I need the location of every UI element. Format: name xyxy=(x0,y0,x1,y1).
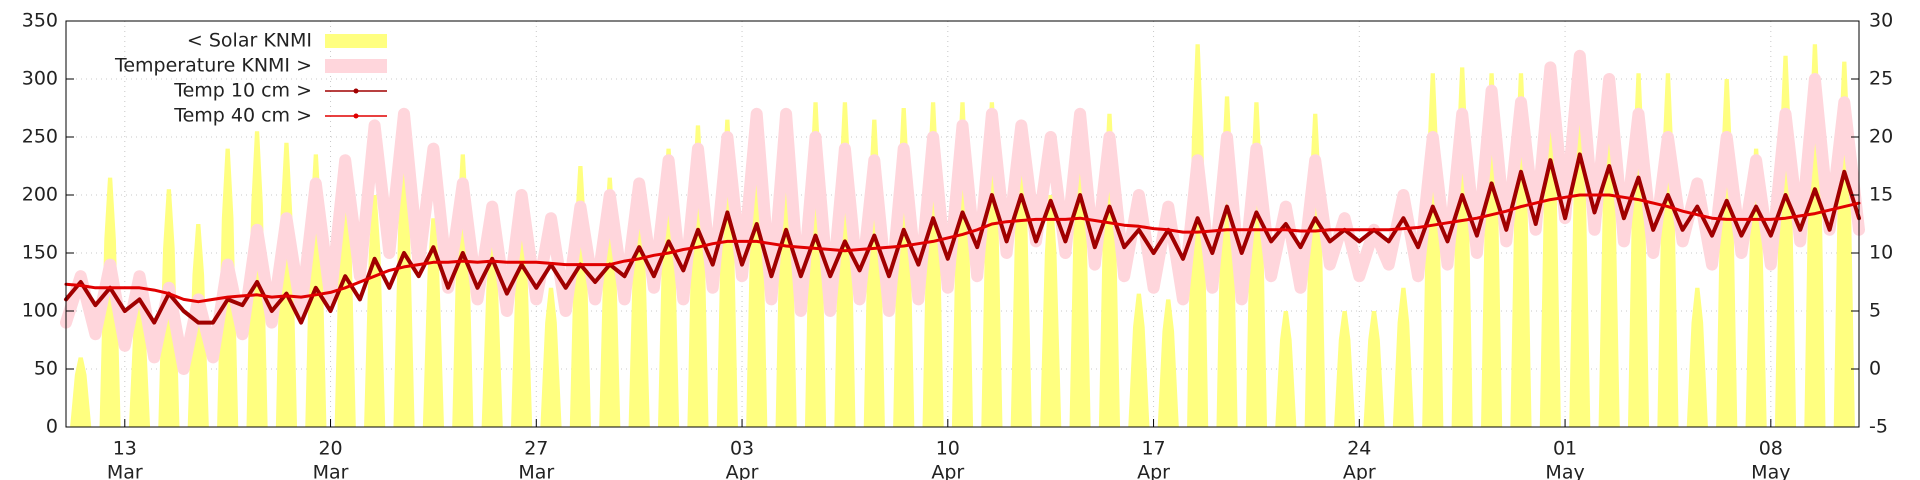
x-tick-label: 24 xyxy=(1347,438,1371,460)
x-tick-label: 10 xyxy=(936,438,960,460)
y-tick-label: 150 xyxy=(22,242,58,264)
legend-point xyxy=(353,88,359,94)
x-tick-label: 08 xyxy=(1759,438,1783,460)
y2-tick-label: 30 xyxy=(1869,10,1893,32)
solar-area xyxy=(99,177,121,427)
solar-area xyxy=(1657,73,1679,427)
y-tick-label: 0 xyxy=(46,416,58,438)
legend-label: Temp 10 cm > xyxy=(173,80,312,102)
x-tick-month: May xyxy=(1751,462,1790,480)
solar-area xyxy=(1157,299,1179,427)
plot-frame xyxy=(65,20,1860,428)
solar-area xyxy=(275,142,298,428)
series-line xyxy=(60,49,1865,375)
x-tick-month: Apr xyxy=(726,462,759,480)
y2-tick-label: 0 xyxy=(1869,358,1881,380)
solar-area xyxy=(422,218,444,427)
y2-tick-label: 20 xyxy=(1869,126,1893,148)
x-tick-label: 03 xyxy=(730,438,754,460)
y-tick-label: 50 xyxy=(34,358,58,380)
x-tick-label: 01 xyxy=(1553,438,1577,460)
y2-tick-label: -5 xyxy=(1869,416,1888,438)
solar-area xyxy=(1363,311,1385,427)
solar-area xyxy=(1187,44,1209,427)
solar-area xyxy=(1040,195,1062,427)
y2-tick-label: 15 xyxy=(1869,184,1893,206)
solar-area xyxy=(540,287,562,427)
solar-area xyxy=(1392,287,1414,427)
solar-area xyxy=(1275,311,1297,427)
y2-tick-label: 5 xyxy=(1869,300,1881,322)
y-tick-label: 350 xyxy=(22,10,58,32)
x-tick-label: 20 xyxy=(318,438,342,460)
x-tick-label: 13 xyxy=(113,438,137,460)
solar-area xyxy=(1128,293,1150,427)
x-tick-month: Mar xyxy=(518,462,554,480)
x-tick-month: Apr xyxy=(931,462,964,480)
solar-area xyxy=(1334,311,1356,427)
y2-tick-label: 10 xyxy=(1869,242,1893,264)
data-layer xyxy=(60,44,1865,428)
y-tick-label: 300 xyxy=(22,68,58,90)
legend-swatch xyxy=(325,34,387,48)
solar-area xyxy=(481,241,503,427)
series-line xyxy=(64,193,1861,304)
x-tick-month: Mar xyxy=(107,462,143,480)
legend-label: Temp 40 cm > xyxy=(173,105,312,127)
y2-tick-label: 25 xyxy=(1869,68,1893,90)
x-tick-month: May xyxy=(1545,462,1584,480)
legend-label: < Solar KNMI xyxy=(187,30,312,52)
legend-label: Temperature KNMI > xyxy=(114,55,312,77)
solar-area xyxy=(70,357,92,427)
axes-layer: 0 50 100 150 200 250 300 350 -5 0 5 10 15 20 25 30 13 Mar… xyxy=(22,10,1893,480)
legend-point xyxy=(353,113,359,119)
x-tick-month: Apr xyxy=(1137,462,1170,480)
y-tick-label: 250 xyxy=(22,126,58,148)
legend-swatch xyxy=(325,59,387,73)
y-tick-label: 100 xyxy=(22,300,58,322)
y-tick-label: 200 xyxy=(22,184,58,206)
x-tick-month: Apr xyxy=(1343,462,1376,480)
solar-area xyxy=(364,195,386,427)
solar-area xyxy=(246,131,268,427)
x-tick-label: 27 xyxy=(524,438,548,460)
solar-area xyxy=(1686,287,1708,427)
x-tick-month: Mar xyxy=(313,462,349,480)
x-tick-label: 17 xyxy=(1141,438,1165,460)
legend-layer: < Solar KNMI Temperature KNMI > Temp 10 cm… xyxy=(114,30,387,127)
